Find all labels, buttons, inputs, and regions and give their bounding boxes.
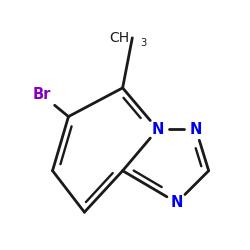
Text: CH: CH — [110, 31, 130, 45]
Text: N: N — [171, 195, 183, 210]
Text: N: N — [190, 122, 202, 137]
Text: Br: Br — [32, 87, 50, 102]
Text: 3: 3 — [141, 38, 147, 48]
Text: N: N — [152, 122, 164, 137]
